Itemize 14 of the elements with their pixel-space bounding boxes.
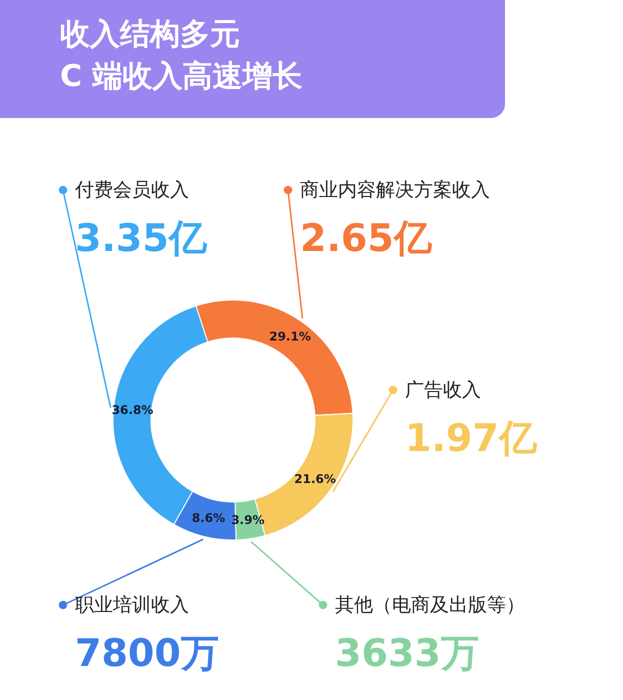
text: 1.97亿 <box>405 416 538 460</box>
legend-label: 广告收入 <box>405 379 481 401</box>
legend-label: 其他（电商及出版等） <box>335 594 525 616</box>
chart-title: 收入结构多元 C 端收入高速增长 <box>60 17 302 94</box>
text: 3.35亿 <box>75 216 208 260</box>
text: 7800万 <box>75 631 219 675</box>
legend-label: 付费会员收入 <box>74 179 189 201</box>
data-label: 21.6% <box>294 472 336 486</box>
legend-label: 商业内容解决方案收入 <box>300 179 490 201</box>
text: 3633万 <box>335 631 479 675</box>
data-label: 29.1% <box>269 330 311 344</box>
legend-label: 职业培训收入 <box>75 594 189 616</box>
data-label: 8.6% <box>192 510 226 525</box>
text: 2.65亿 <box>300 216 433 260</box>
